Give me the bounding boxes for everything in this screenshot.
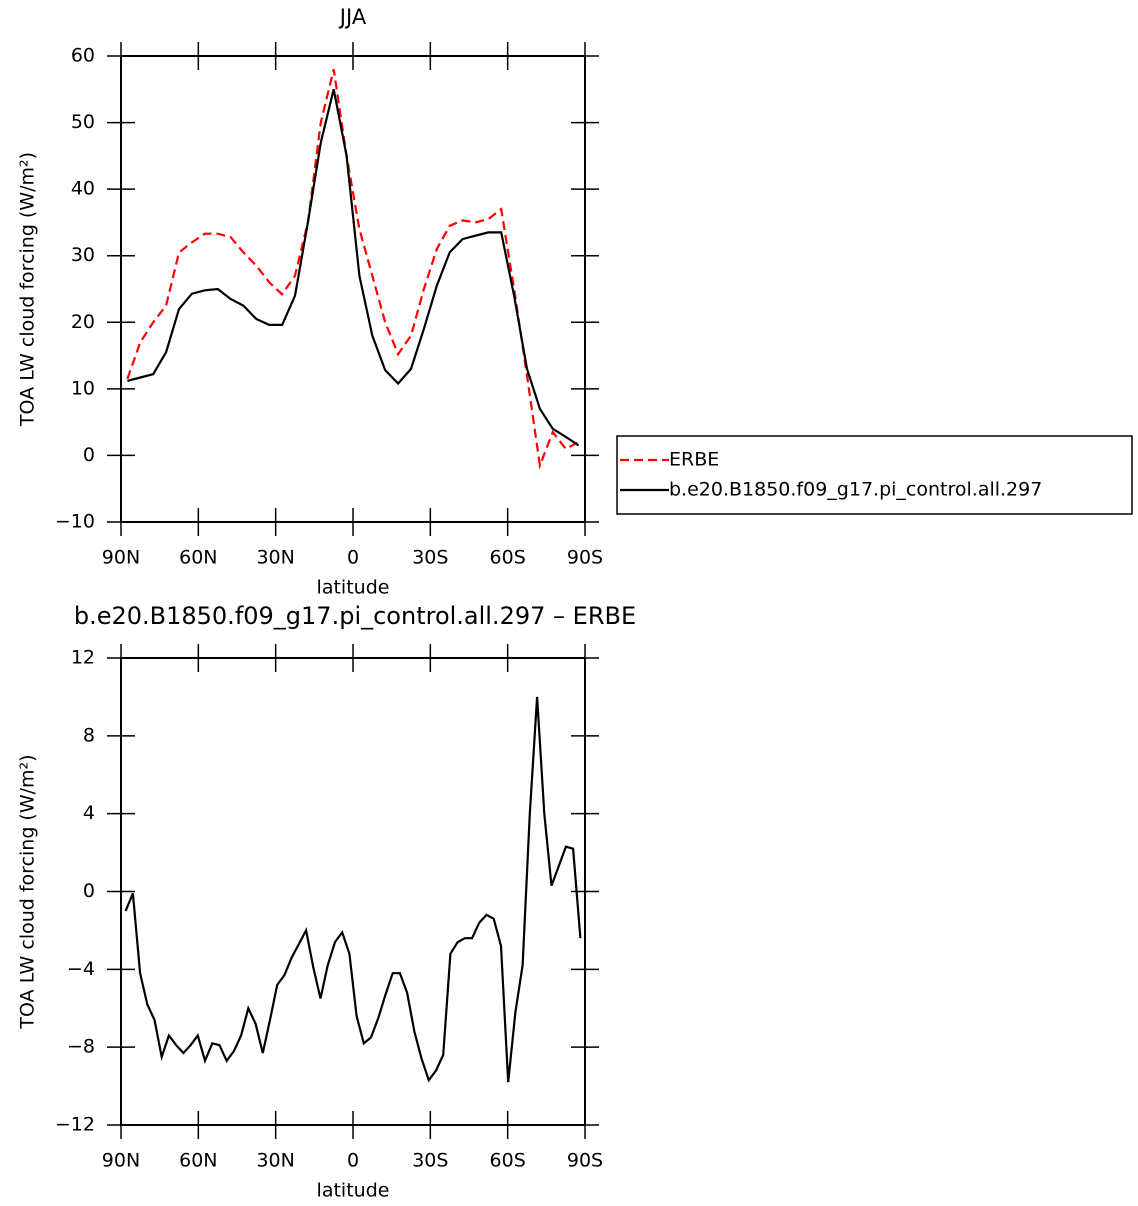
x-tick-label: 90S: [567, 1150, 603, 1172]
x-tick-label: 60N: [179, 547, 217, 569]
x-tick-label: 0: [347, 547, 359, 569]
y-tick-label: −4: [67, 958, 95, 980]
x-tick-label: 60S: [490, 1150, 526, 1172]
x-axis-label: latitude: [317, 1180, 390, 1202]
y-tick-label: 10: [71, 377, 95, 399]
y-tick-label: 4: [83, 802, 95, 824]
y-tick-label: 30: [71, 244, 95, 266]
chart-title: b.e20.B1850.f09_g17.pi_control.all.297 –…: [74, 602, 636, 630]
x-tick-label: 30S: [412, 1150, 448, 1172]
x-tick-label: 90N: [102, 1150, 140, 1172]
x-tick-label: 90N: [102, 547, 140, 569]
plot-frame: [120, 55, 586, 523]
x-tick-label: 30S: [412, 547, 448, 569]
x-tick-label: 60S: [490, 547, 526, 569]
x-tick-label: 60N: [179, 1150, 217, 1172]
x-tick-label: 30N: [256, 1150, 294, 1172]
chart-title: JJA: [338, 5, 367, 29]
y-tick-label: −12: [55, 1114, 95, 1136]
y-tick-label: 20: [71, 311, 95, 333]
y-tick-label: 40: [71, 178, 95, 200]
x-tick-label: 30N: [256, 547, 294, 569]
x-tick-label: 90S: [567, 547, 603, 569]
data-line: [126, 69, 580, 470]
data-line: [127, 89, 580, 447]
legend-label: ERBE: [669, 449, 719, 471]
y-tick-label: 12: [71, 647, 95, 669]
y-tick-label: 8: [83, 724, 95, 746]
x-axis-label: latitude: [317, 577, 390, 599]
y-tick-label: 60: [71, 45, 95, 67]
legend-label: b.e20.B1850.f09_g17.pi_control.all.297: [669, 479, 1042, 501]
data-line: [124, 696, 582, 1083]
plot-frame: [120, 657, 586, 1126]
x-tick-label: 0: [347, 1150, 359, 1172]
legend-box: [616, 435, 1133, 515]
y-axis-label: TOA LW cloud forcing (W/m²): [17, 152, 39, 427]
y-tick-label: 0: [83, 444, 95, 466]
y-tick-label: −10: [55, 511, 95, 533]
y-tick-label: 50: [71, 111, 95, 133]
y-tick-label: 0: [83, 880, 95, 902]
y-axis-label: TOA LW cloud forcing (W/m²): [17, 754, 39, 1029]
y-tick-label: −8: [67, 1036, 95, 1058]
